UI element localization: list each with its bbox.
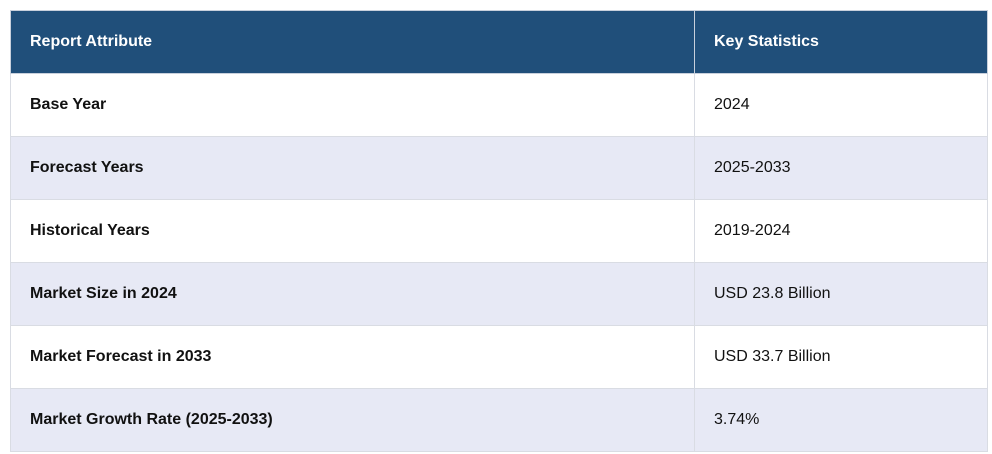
table-row: Market Size in 2024 USD 23.8 Billion [10,262,988,326]
statistic-cell: 2019-2024 [694,199,988,263]
header-cell: Key Statistics [694,10,988,74]
attribute-cell: Market Size in 2024 [10,262,695,326]
attribute-cell: Market Growth Rate (2025-2033) [10,388,695,452]
attribute-cell: Historical Years [10,199,695,263]
statistic-cell: 2024 [694,73,988,137]
table-row: Market Forecast in 2033 USD 33.7 Billion [10,325,988,389]
stats-table: Report Attribute Key Statistics Base Yea… [10,10,988,452]
table-row: Historical Years 2019-2024 [10,199,988,263]
statistic-cell: USD 23.8 Billion [694,262,988,326]
table-body: Base Year 2024 Forecast Years 2025-2033 Hist… [10,73,988,452]
statistic-cell: USD 33.7 Billion [694,325,988,389]
attribute-cell: Market Forecast in 2033 [10,325,695,389]
header-row: Report Attribute Key Statistics [10,10,988,74]
table-header: Report Attribute Key Statistics [10,10,988,74]
attribute-cell: Forecast Years [10,136,695,200]
attribute-cell: Base Year [10,73,695,137]
header-cell: Report Attribute [10,10,695,74]
table-row: Base Year 2024 [10,73,988,137]
statistic-cell: 3.74% [694,388,988,452]
statistic-cell: 2025-2033 [694,136,988,200]
table-row: Forecast Years 2025-2033 [10,136,988,200]
table-row: Market Growth Rate (2025-2033) 3.74% [10,388,988,452]
